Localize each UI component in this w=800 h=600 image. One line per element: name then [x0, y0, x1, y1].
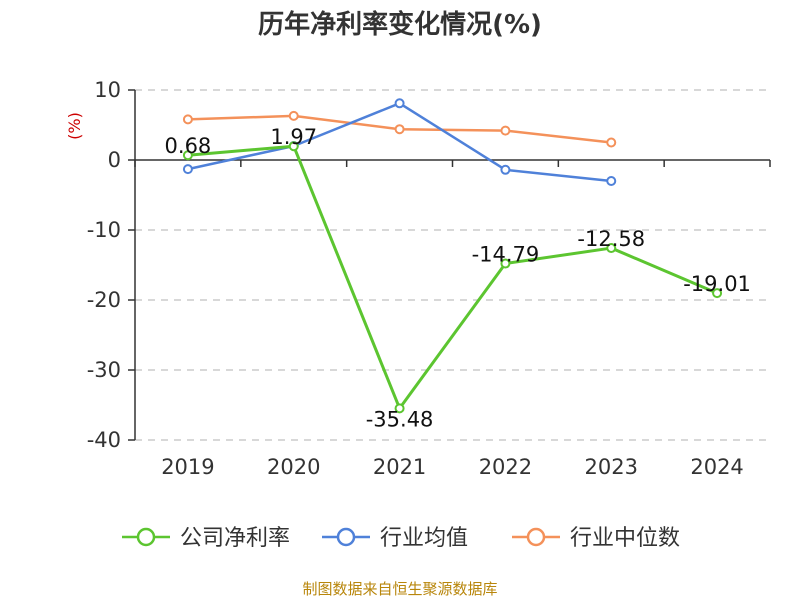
series-point-1[interactable] — [606, 176, 617, 186]
legend-item-2[interactable]: 行业中位数 — [512, 526, 680, 551]
legend-swatch-marker — [526, 527, 546, 547]
series-point-0[interactable] — [712, 288, 723, 299]
y-axis-label: (%) — [65, 112, 84, 140]
grid — [135, 89, 770, 441]
data-label: 1.97 — [270, 125, 317, 149]
source-note: 制图数据来自恒生聚源数据库 — [302, 580, 497, 598]
series-point-1[interactable] — [500, 164, 511, 175]
series-point-2[interactable] — [500, 125, 511, 136]
series-point-0[interactable] — [500, 258, 511, 269]
data-label: -35.48 — [366, 407, 434, 431]
legend-item-1[interactable]: 行业均值 — [322, 526, 468, 551]
series-layer — [182, 98, 723, 414]
x-tick-label: 2020 — [267, 455, 320, 479]
legend[interactable]: 公司净利率 行业均值 行业中位数 — [122, 526, 680, 551]
data-label: -19.01 — [683, 272, 751, 296]
axes: 10 0 -10 -20 -30 -40 2019 2020 2021 2022 2023 2024 — [87, 78, 771, 479]
legend-swatch-marker — [336, 527, 356, 547]
y-tick-label: -40 — [87, 428, 121, 452]
y-tick-label: -20 — [87, 288, 121, 312]
series-point-2[interactable] — [288, 110, 299, 121]
y-tick-label: 0 — [108, 148, 121, 172]
series-point-0[interactable] — [182, 150, 193, 161]
y-tick-label: -10 — [87, 218, 121, 242]
legend-label: 行业中位数 — [570, 526, 680, 551]
series-line-1 — [187, 102, 612, 183]
x-tick-label: 2024 — [690, 455, 743, 479]
series-point-1[interactable] — [394, 98, 405, 109]
data-labels: 0.68 1.97 -35.48 -14.79 -12.58 -19.01 — [165, 125, 751, 431]
x-tick-label: 2022 — [479, 455, 532, 479]
series-point-0[interactable] — [394, 403, 405, 414]
x-tick-label: 2019 — [161, 455, 214, 479]
data-label: -14.79 — [472, 243, 540, 267]
series-point-2[interactable] — [394, 124, 405, 135]
x-tick-label: 2023 — [585, 455, 638, 479]
series-point-1[interactable] — [182, 164, 193, 175]
data-label: -12.58 — [577, 227, 645, 251]
data-label: 0.68 — [165, 134, 212, 158]
series-point-2[interactable] — [606, 137, 617, 148]
series-point-0[interactable] — [606, 243, 617, 254]
y-tick-label: 10 — [94, 78, 121, 102]
legend-label: 行业均值 — [380, 526, 468, 551]
y-tick-label: -30 — [87, 358, 121, 382]
legend-item-0[interactable]: 公司净利率 — [122, 526, 290, 551]
legend-swatch-marker — [136, 527, 156, 547]
series-point-2[interactable] — [182, 114, 193, 125]
series-line-0 — [187, 144, 718, 410]
legend-label: 公司净利率 — [180, 526, 290, 551]
chart-title: 历年净利率变化情况(%) — [258, 9, 542, 40]
series-point-0[interactable] — [288, 141, 299, 152]
x-tick-label: 2021 — [373, 455, 426, 479]
